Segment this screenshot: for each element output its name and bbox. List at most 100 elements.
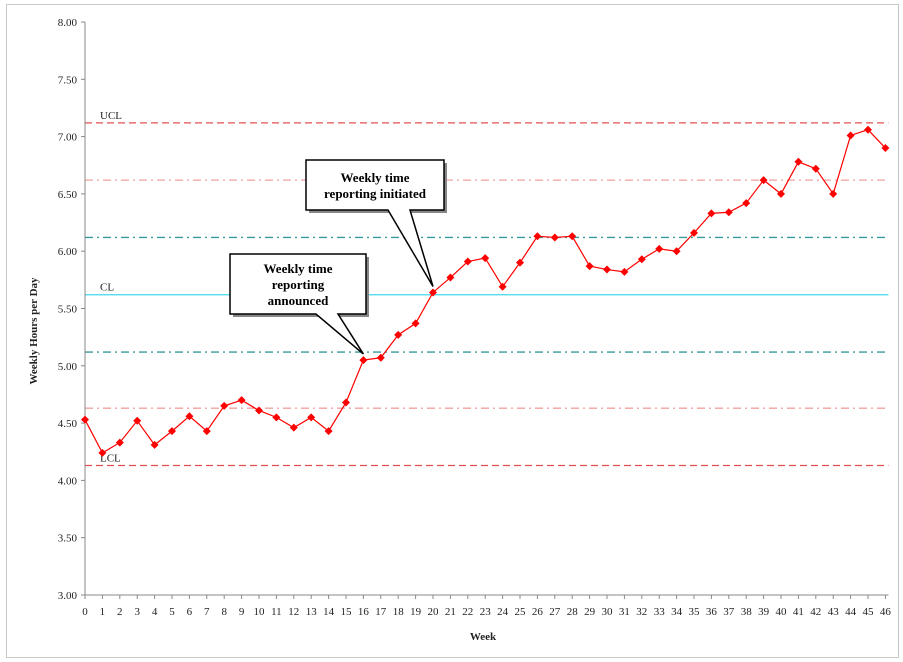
data-point [376,353,385,362]
y-tick-label: 5.00 [58,361,78,373]
ucl-label: UCL [100,110,122,122]
data-point [359,356,368,365]
lcl-label: LCL [100,453,121,465]
x-tick-label: 40 [776,606,788,618]
data-point [777,189,785,198]
x-tick-label: 6 [187,606,193,618]
x-tick-label: 23 [480,606,492,618]
x-tick-label: 33 [654,606,666,618]
x-tick-label: 46 [880,606,892,618]
data-point [846,131,855,140]
callout-text: Weekly time [341,170,410,185]
data-point [516,258,524,267]
data-point [394,330,403,339]
y-tick-label: 6.00 [58,246,78,258]
data-point [237,396,246,405]
callout-box [229,253,367,355]
x-tick-label: 26 [532,606,544,618]
y-tick-label: 3.00 [58,590,78,602]
x-tick-label: 9 [239,606,245,618]
callout-box [305,159,445,287]
x-tick-label: 34 [671,606,683,618]
x-tick-label: 18 [393,606,405,618]
y-tick-label: 7.50 [58,74,78,86]
x-tick-label: 37 [723,606,735,618]
x-tick-label: 30 [602,606,614,618]
callout-text: reporting initiated [324,186,427,201]
x-tick-label: 45 [863,606,875,618]
x-tick-label: 42 [810,606,821,618]
data-point [168,427,176,436]
callout-text: announced [268,293,329,308]
x-tick-label: 24 [497,606,509,618]
x-tick-label: 19 [410,606,422,618]
x-tick-label: 44 [845,606,857,618]
x-tick-label: 11 [271,606,282,618]
data-point [150,440,159,449]
x-tick-label: 5 [169,606,175,618]
x-tick-label: 2 [117,606,123,618]
data-point [550,233,559,242]
data-point [115,438,124,447]
data-point [98,448,107,457]
x-tick-label: 7 [204,606,210,618]
data-point [759,176,768,185]
data-point [133,416,142,425]
data-point [829,189,838,198]
x-tick-label: 27 [549,606,561,618]
data-point [707,209,716,218]
x-tick-label: 36 [706,606,718,618]
data-point [568,232,577,241]
y-tick-label: 4.50 [58,418,78,430]
data-point [585,262,594,271]
data-series [81,125,890,457]
chart-frame [6,4,899,658]
x-tick-label: 14 [323,606,335,618]
callout-text: Weekly time [264,261,333,276]
x-tick-label: 20 [428,606,440,618]
x-tick-label: 0 [82,606,88,618]
data-point [185,412,194,421]
x-tick-label: 3 [134,606,140,618]
x-tick-label: 15 [341,606,353,618]
x-tick-label: 21 [445,606,456,618]
x-tick-label: 1 [100,606,106,618]
data-point [637,255,646,264]
axes: 3.00 3.50 4.00 4.50 5.00 5.50 6.00 6.50 7.00 7.50… [58,17,892,618]
callout-text: reporting [272,277,325,292]
x-tick-label: 29 [584,606,596,618]
x-tick-label: 35 [689,606,701,618]
x-tick-label: 25 [515,606,527,618]
data-point [324,427,333,436]
cl-label: CL [100,282,114,294]
x-tick-label: 32 [636,606,647,618]
x-tick-label: 38 [741,606,753,618]
x-tick-label: 17 [375,606,387,618]
x-tick-label: 12 [288,606,299,618]
x-tick-label: 22 [462,606,473,618]
data-point [724,208,733,217]
x-tick-label: 8 [221,606,227,618]
data-point [255,406,263,415]
data-point [742,199,751,208]
data-point [881,144,890,153]
x-tick-label: 16 [358,606,370,618]
data-point [272,413,281,422]
data-point [620,267,629,276]
data-point [672,247,681,256]
data-point [794,157,803,166]
data-point [655,244,664,253]
data-point [463,257,472,266]
data-point [811,164,820,173]
data-point [307,413,316,422]
data-point [289,423,298,432]
data-point [481,254,490,263]
y-axis-title: Weekly Hours per Day [28,277,40,385]
x-tick-label: 4 [152,606,158,618]
y-tick-label: 6.50 [58,189,78,201]
y-tick-label: 3.50 [58,533,78,545]
data-point [498,282,507,291]
x-tick-label: 43 [828,606,840,618]
